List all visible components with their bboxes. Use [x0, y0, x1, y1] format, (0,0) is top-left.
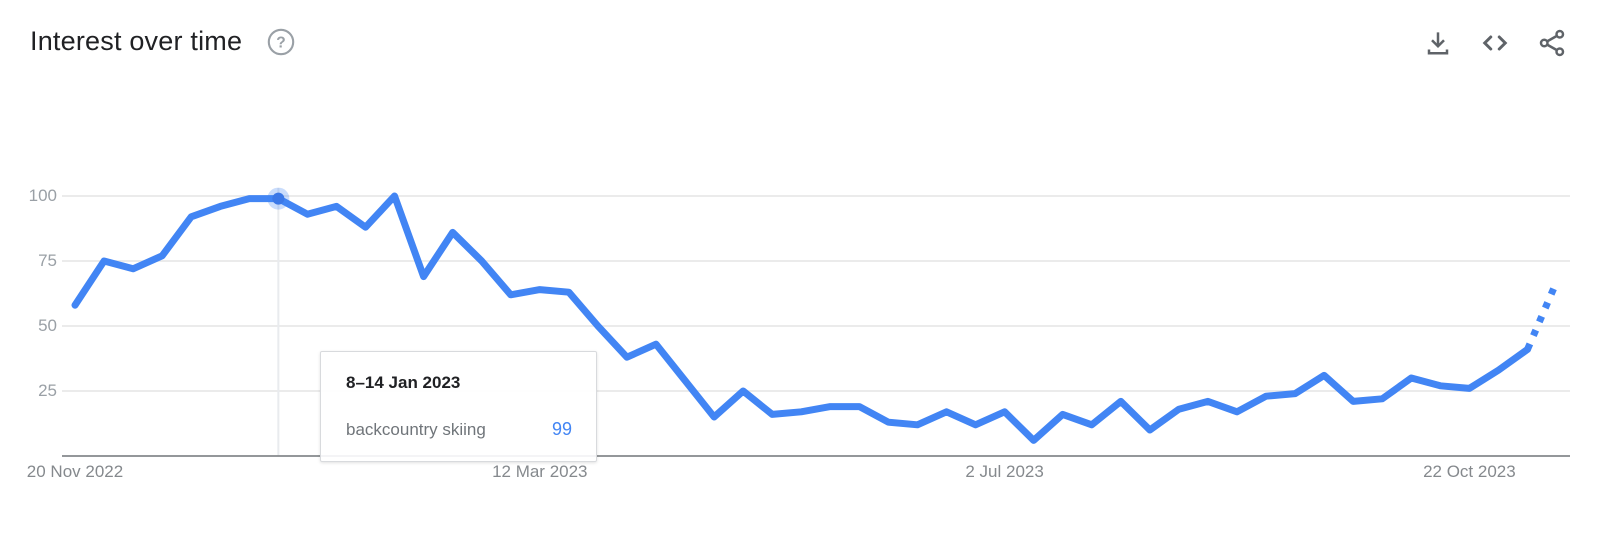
tooltip-term: backcountry skiing [346, 420, 486, 439]
y-tick-label: 50 [38, 316, 57, 335]
y-tick-label: 100 [28, 186, 57, 205]
chart-toolbar [1423, 28, 1567, 58]
page-title: Interest over time [30, 26, 243, 56]
svg-text:?: ? [276, 35, 285, 52]
download-button[interactable] [1423, 28, 1453, 58]
x-tick-label: 20 Nov 2022 [26, 462, 124, 481]
tooltip: 8–14 Jan 2023 backcountry skiing 99 [320, 351, 597, 462]
interest-over-time-chart[interactable]: 100 75 50 25 20 Nov 2022 12 Mar 2023 2 Jul 20… [0, 90, 1600, 536]
y-tick-label: 75 [38, 251, 57, 270]
tooltip-value: 99 [551, 419, 572, 439]
tooltip-date: 8–14 Jan 2023 [346, 373, 461, 392]
embed-icon [1482, 35, 1508, 51]
y-tick-label: 25 [38, 381, 57, 400]
circle-question-icon: ? [267, 28, 295, 56]
x-tick-label: 22 Oct 2023 [1423, 462, 1516, 481]
download-icon [1427, 32, 1449, 55]
share-button[interactable] [1537, 28, 1567, 58]
embed-button[interactable] [1480, 28, 1510, 58]
x-tick-label: 12 Mar 2023 [492, 462, 588, 481]
share-icon [1539, 29, 1565, 57]
help-button[interactable]: ? [266, 27, 296, 57]
x-tick-label: 2 Jul 2023 [965, 462, 1044, 481]
